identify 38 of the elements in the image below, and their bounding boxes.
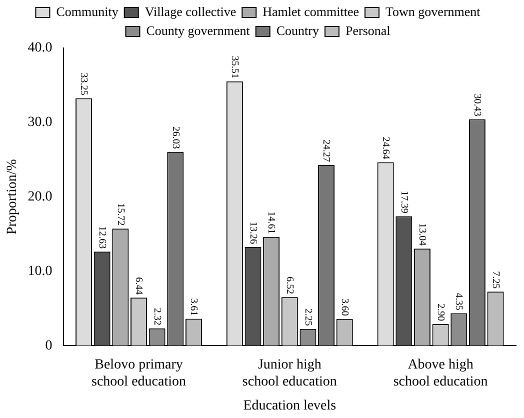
- data-label: 30.43: [472, 94, 483, 116]
- data-label: 3.61: [188, 298, 200, 316]
- legend-label: Community: [56, 4, 119, 19]
- data-label: 13.04: [416, 223, 428, 246]
- y-tick-label: 20.0: [28, 189, 52, 204]
- data-label: 17.39: [398, 190, 410, 214]
- data-label: 6.52: [284, 276, 296, 294]
- data-label: 6.44: [133, 277, 144, 295]
- legend-label: Town government: [386, 4, 481, 19]
- data-label: 26.03: [170, 126, 181, 149]
- data-label: 2.90: [434, 304, 446, 322]
- legend-label: County government: [146, 22, 250, 38]
- data-label: 3.60: [338, 298, 350, 316]
- data-label: 13.26: [247, 221, 258, 244]
- legend-label: Hamlet committee: [262, 4, 360, 19]
- x-axis-title: Education levels: [243, 398, 336, 414]
- data-label: 7.25: [490, 271, 501, 289]
- data-label: 2.32: [151, 308, 162, 326]
- y-tick-label: 10.0: [28, 264, 52, 279]
- data-label: 12.63: [96, 226, 108, 249]
- legend-label: Village collective: [144, 4, 236, 19]
- x-tick-label: Above high school education: [393, 358, 488, 390]
- data-label: 15.72: [114, 203, 126, 226]
- data-label: 24.64: [380, 136, 391, 160]
- data-label: 4.35: [453, 292, 464, 310]
- y-tick-label: 40.0: [28, 40, 52, 56]
- y-axis-title: Proportion/%: [5, 158, 20, 235]
- legend-label: Personal: [345, 22, 391, 38]
- data-label: 33.25: [78, 72, 90, 96]
- y-tick-label: 0: [45, 338, 52, 354]
- data-label: 35.51: [229, 56, 240, 78]
- data-label: 24.27: [320, 140, 332, 162]
- data-label: 2.25: [302, 308, 314, 326]
- x-tick-label: Belovo primary school education: [92, 358, 186, 390]
- x-tick-label: Junior high school education: [242, 358, 337, 390]
- data-label: 14.61: [266, 211, 277, 234]
- y-tick-label: 30.0: [28, 115, 52, 130]
- legend-label: Country: [276, 22, 320, 38]
